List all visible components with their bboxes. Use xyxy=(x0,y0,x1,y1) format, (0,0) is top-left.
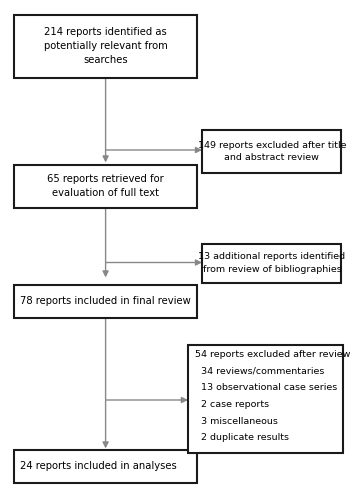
Text: 149 reports excluded after title
and abstract review: 149 reports excluded after title and abs… xyxy=(198,140,346,162)
Text: 3 miscellaneous: 3 miscellaneous xyxy=(201,416,278,426)
FancyBboxPatch shape xyxy=(188,345,343,453)
Text: 24 reports included in analyses: 24 reports included in analyses xyxy=(20,461,177,471)
Text: 2 duplicate results: 2 duplicate results xyxy=(201,433,289,442)
Text: 78 reports included in final review: 78 reports included in final review xyxy=(20,296,191,306)
FancyBboxPatch shape xyxy=(202,244,341,282)
Text: 54 reports excluded after review: 54 reports excluded after review xyxy=(195,350,350,360)
FancyBboxPatch shape xyxy=(14,165,197,208)
Text: 13 additional reports identified
from review of bibliographies: 13 additional reports identified from re… xyxy=(199,252,345,274)
Text: 214 reports identified as
potentially relevant from
searches: 214 reports identified as potentially re… xyxy=(44,27,168,65)
Text: 34 reviews/commentaries: 34 reviews/commentaries xyxy=(201,367,324,376)
Text: 13 observational case series: 13 observational case series xyxy=(201,384,337,392)
FancyBboxPatch shape xyxy=(202,130,341,172)
Text: 2 case reports: 2 case reports xyxy=(201,400,269,409)
FancyBboxPatch shape xyxy=(14,285,197,318)
Text: 65 reports retrieved for
evaluation of full text: 65 reports retrieved for evaluation of f… xyxy=(47,174,164,198)
FancyBboxPatch shape xyxy=(14,450,197,482)
FancyBboxPatch shape xyxy=(14,15,197,78)
